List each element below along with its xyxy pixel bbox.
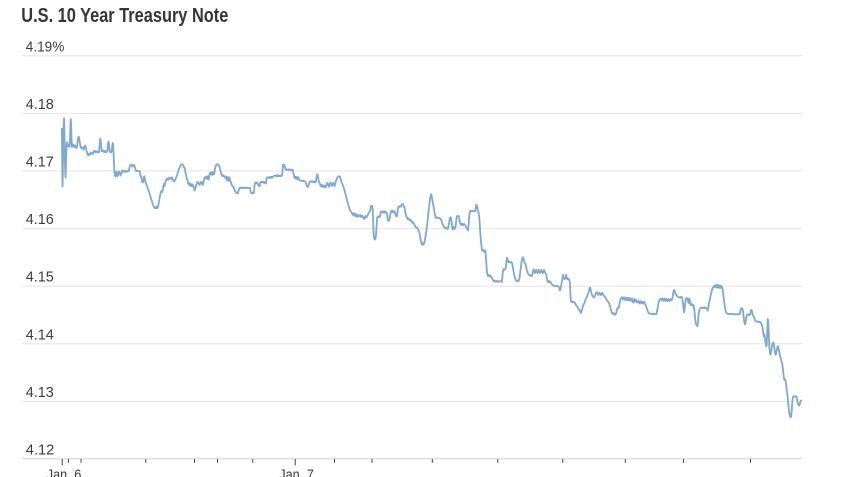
svg-text:4.19%: 4.19% [26, 38, 65, 55]
svg-text:Jan. 6: Jan. 6 [47, 466, 82, 477]
svg-text:4.14: 4.14 [26, 326, 54, 343]
svg-text:4.18: 4.18 [26, 96, 54, 113]
svg-text:U.S. 10 Year Treasury Note: U.S. 10 Year Treasury Note [21, 5, 228, 27]
svg-text:4.15: 4.15 [26, 269, 54, 286]
svg-text:4.12: 4.12 [26, 441, 55, 458]
svg-text:4.17: 4.17 [26, 154, 54, 171]
svg-text:4.16: 4.16 [26, 211, 54, 228]
svg-text:4.13: 4.13 [26, 384, 54, 401]
svg-text:Jan. 7: Jan. 7 [279, 466, 314, 477]
